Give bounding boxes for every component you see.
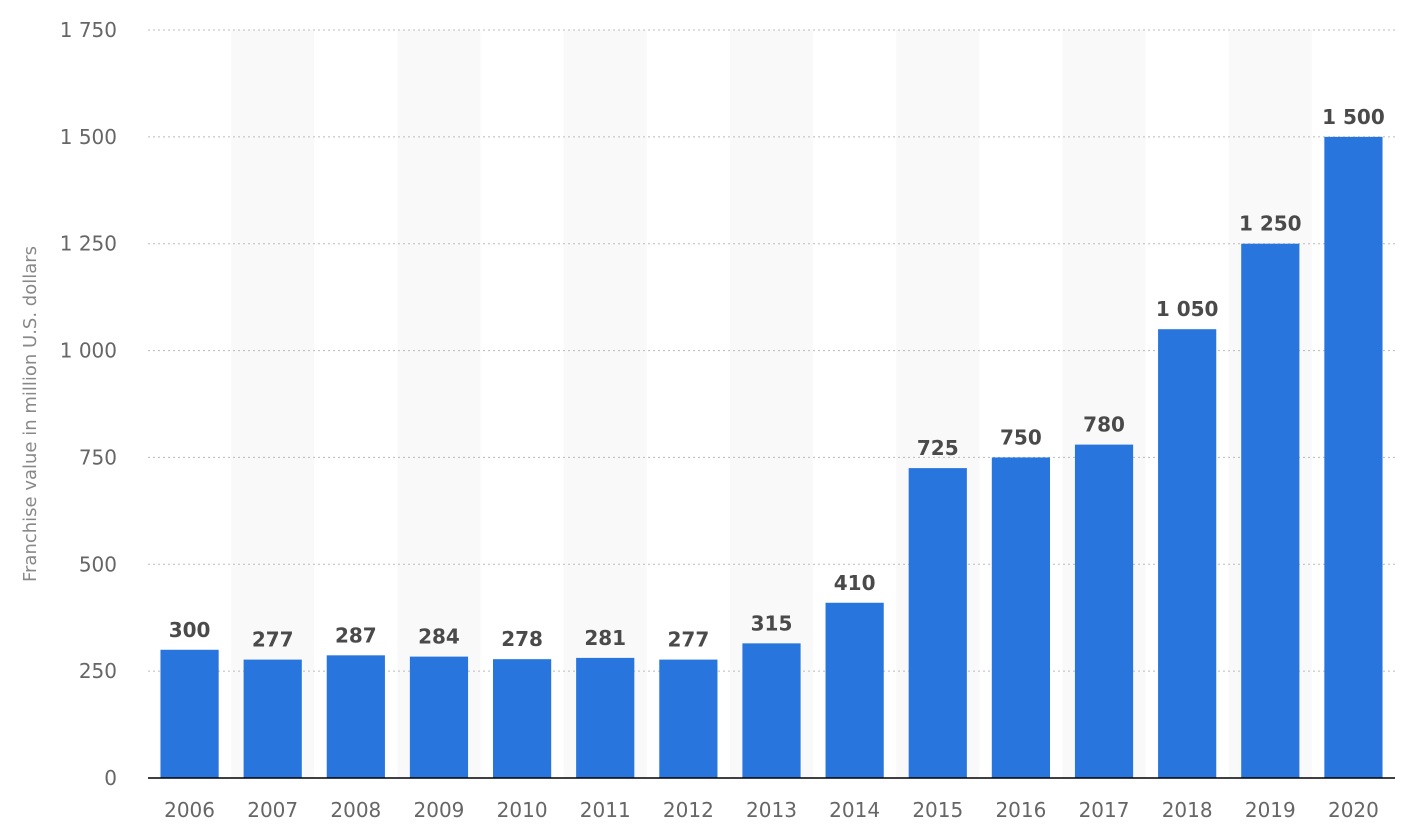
y-axis-title: Franchise value in million U.S. dollars (20, 246, 41, 582)
y-axis-ticks: 0 250 500 750 1 000 1 250 1 500 1 750 (60, 18, 117, 790)
data-label-2010: 278 (501, 627, 543, 651)
data-label-2006: 300 (169, 618, 211, 642)
y-tick-label: 250 (79, 659, 117, 683)
data-label-2012: 277 (667, 628, 709, 652)
y-tick-label: 750 (79, 445, 117, 469)
x-tick-label-2010: 2010 (497, 798, 548, 822)
x-tick-label-2017: 2017 (1079, 798, 1130, 822)
x-tick-label-2015: 2015 (912, 798, 963, 822)
data-label-2019: 1 250 (1239, 212, 1302, 236)
y-tick-label: 0 (104, 766, 117, 790)
x-axis-ticks: 2006 2007 2008 2009 2010 2011 2012 2013 2014 2015… (164, 798, 1379, 822)
x-tick-label-2014: 2014 (829, 798, 880, 822)
y-tick-label: 500 (79, 552, 117, 576)
data-label-2013: 315 (751, 611, 793, 635)
x-tick-label-2006: 2006 (164, 798, 215, 822)
x-tick-label-2019: 2019 (1245, 798, 1296, 822)
bar-2010[interactable] (493, 659, 552, 778)
data-label-2011: 281 (584, 626, 626, 650)
x-tick-label-2011: 2011 (580, 798, 631, 822)
data-label-2017: 780 (1083, 413, 1125, 437)
x-tick-label-2020: 2020 (1328, 798, 1379, 822)
bar-2009[interactable] (409, 656, 469, 778)
x-tick-label-2013: 2013 (746, 798, 797, 822)
data-label-2009: 284 (418, 625, 460, 649)
data-labels: 300 277 287 284 278 281 277 315 410 725 750 780 1 05… (169, 105, 1385, 652)
x-tick-label-2007: 2007 (247, 798, 298, 822)
band-2007 (231, 30, 315, 778)
data-label-2020: 1 500 (1322, 105, 1385, 129)
bar-2020[interactable] (1324, 136, 1383, 778)
band-2011 (563, 30, 647, 778)
data-label-2008: 287 (335, 623, 377, 647)
x-tick-label-2016: 2016 (995, 798, 1046, 822)
bar-2012[interactable] (659, 659, 718, 778)
bars (160, 136, 1383, 778)
data-label-2007: 277 (252, 628, 294, 652)
data-label-2015: 725 (917, 436, 959, 460)
bar-2011[interactable] (576, 657, 635, 778)
x-tick-label-2018: 2018 (1162, 798, 1213, 822)
bar-2006[interactable] (160, 649, 219, 778)
x-tick-label-2008: 2008 (330, 798, 381, 822)
bar-2016[interactable] (991, 457, 1050, 778)
x-tick-label-2009: 2009 (414, 798, 465, 822)
x-tick-label-2012: 2012 (663, 798, 714, 822)
y-tick-label: 1 500 (60, 125, 117, 149)
y-tick-label: 1 250 (60, 232, 117, 256)
bar-2013[interactable] (742, 643, 801, 778)
bar-2014[interactable] (825, 602, 884, 778)
bar-2007[interactable] (243, 659, 302, 778)
bar-2015[interactable] (908, 468, 967, 778)
bar-2019[interactable] (1241, 243, 1300, 778)
y-tick-label: 1 000 (60, 339, 117, 363)
data-label-2018: 1 050 (1156, 297, 1219, 321)
y-tick-label: 1 750 (60, 18, 117, 42)
data-label-2014: 410 (834, 571, 876, 595)
bar-2008[interactable] (326, 655, 385, 778)
band-2009 (397, 30, 481, 778)
data-label-2016: 750 (1000, 425, 1042, 449)
bar-2017[interactable] (1074, 444, 1134, 778)
bar-2018[interactable] (1158, 329, 1217, 778)
